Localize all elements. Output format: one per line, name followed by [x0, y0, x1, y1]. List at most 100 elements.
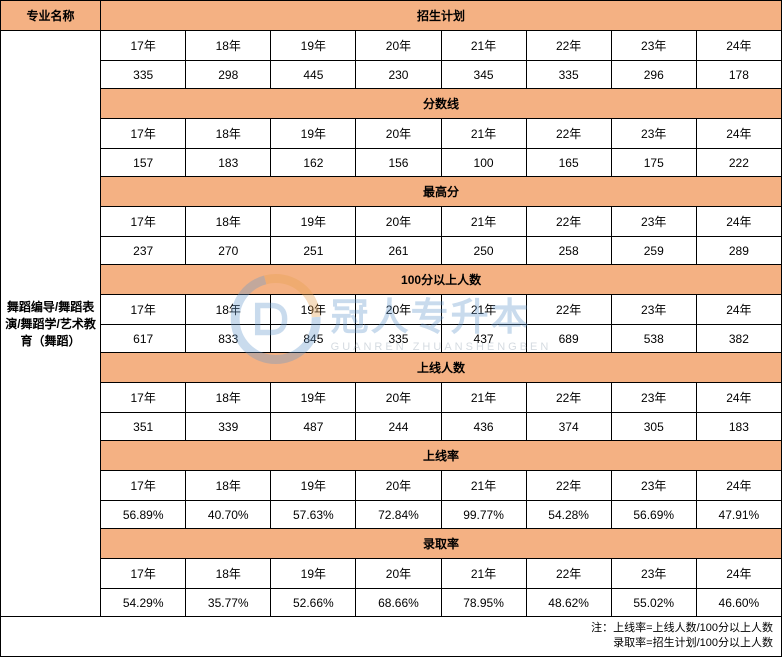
year-cell: 21年	[441, 119, 526, 149]
value-cell: 222	[696, 149, 781, 177]
value-cell: 57.63%	[271, 501, 356, 529]
year-cell: 20年	[356, 559, 441, 589]
year-cell: 19年	[271, 295, 356, 325]
value-cell: 55.02%	[611, 589, 696, 617]
value-cell: 259	[611, 237, 696, 265]
year-cell: 22年	[526, 383, 611, 413]
value-cell: 436	[441, 413, 526, 441]
year-cell: 17年	[101, 207, 186, 237]
section-header: 招生计划	[101, 1, 782, 31]
value-cell: 56.69%	[611, 501, 696, 529]
value-cell: 617	[101, 325, 186, 353]
value-cell: 833	[186, 325, 271, 353]
year-cell: 17年	[101, 559, 186, 589]
section-header: 上线率	[101, 441, 782, 471]
year-cell: 24年	[696, 295, 781, 325]
value-cell: 445	[271, 61, 356, 89]
section-header: 100分以上人数	[101, 265, 782, 295]
value-cell: 78.95%	[441, 589, 526, 617]
year-cell: 18年	[186, 119, 271, 149]
year-cell: 22年	[526, 207, 611, 237]
value-cell: 47.91%	[696, 501, 781, 529]
year-cell: 23年	[611, 383, 696, 413]
year-cell: 20年	[356, 383, 441, 413]
value-cell: 54.29%	[101, 589, 186, 617]
year-cell: 18年	[186, 295, 271, 325]
year-cell: 23年	[611, 559, 696, 589]
year-cell: 24年	[696, 31, 781, 61]
value-cell: 335	[526, 61, 611, 89]
value-cell: 178	[696, 61, 781, 89]
year-cell: 21年	[441, 559, 526, 589]
value-cell: 250	[441, 237, 526, 265]
value-cell: 72.84%	[356, 501, 441, 529]
year-cell: 17年	[101, 383, 186, 413]
year-cell: 19年	[271, 207, 356, 237]
value-cell: 305	[611, 413, 696, 441]
year-cell: 22年	[526, 471, 611, 501]
year-cell: 17年	[101, 119, 186, 149]
major-value: 舞蹈编导/舞蹈表演/舞蹈学/艺术教育（舞蹈）	[1, 31, 101, 617]
year-cell: 22年	[526, 31, 611, 61]
section-header: 分数线	[101, 89, 782, 119]
value-cell: 35.77%	[186, 589, 271, 617]
value-cell: 244	[356, 413, 441, 441]
year-cell: 23年	[611, 119, 696, 149]
value-cell: 339	[186, 413, 271, 441]
year-cell: 23年	[611, 207, 696, 237]
value-cell: 538	[611, 325, 696, 353]
major-name-header: 专业名称	[1, 1, 101, 31]
year-cell: 18年	[186, 471, 271, 501]
year-cell: 20年	[356, 207, 441, 237]
value-cell: 48.62%	[526, 589, 611, 617]
year-cell: 20年	[356, 119, 441, 149]
year-cell: 19年	[271, 31, 356, 61]
year-cell: 21年	[441, 207, 526, 237]
year-cell: 18年	[186, 383, 271, 413]
year-cell: 21年	[441, 383, 526, 413]
value-cell: 157	[101, 149, 186, 177]
year-cell: 24年	[696, 559, 781, 589]
value-cell: 487	[271, 413, 356, 441]
year-cell: 22年	[526, 559, 611, 589]
value-cell: 382	[696, 325, 781, 353]
value-cell: 335	[101, 61, 186, 89]
year-cell: 23年	[611, 295, 696, 325]
value-cell: 845	[271, 325, 356, 353]
value-cell: 251	[271, 237, 356, 265]
section-header: 上线人数	[101, 353, 782, 383]
value-cell: 258	[526, 237, 611, 265]
year-cell: 18年	[186, 207, 271, 237]
table-container: 冠人专升本 GUANREN ZHUANSHENGBEN 专业名称招生计划舞蹈编导…	[0, 0, 782, 657]
year-cell: 20年	[356, 471, 441, 501]
value-cell: 345	[441, 61, 526, 89]
value-cell: 237	[101, 237, 186, 265]
year-cell: 19年	[271, 383, 356, 413]
value-cell: 46.60%	[696, 589, 781, 617]
value-cell: 99.77%	[441, 501, 526, 529]
year-cell: 18年	[186, 559, 271, 589]
value-cell: 298	[186, 61, 271, 89]
year-cell: 20年	[356, 31, 441, 61]
value-cell: 175	[611, 149, 696, 177]
year-cell: 22年	[526, 119, 611, 149]
year-cell: 24年	[696, 119, 781, 149]
year-cell: 17年	[101, 295, 186, 325]
year-cell: 21年	[441, 31, 526, 61]
year-cell: 20年	[356, 295, 441, 325]
value-cell: 183	[696, 413, 781, 441]
value-cell: 351	[101, 413, 186, 441]
value-cell: 156	[356, 149, 441, 177]
year-cell: 24年	[696, 383, 781, 413]
value-cell: 437	[441, 325, 526, 353]
year-cell: 19年	[271, 119, 356, 149]
value-cell: 162	[271, 149, 356, 177]
value-cell: 270	[186, 237, 271, 265]
value-cell: 165	[526, 149, 611, 177]
year-cell: 17年	[101, 31, 186, 61]
section-header: 最高分	[101, 177, 782, 207]
value-cell: 100	[441, 149, 526, 177]
year-cell: 18年	[186, 31, 271, 61]
year-cell: 24年	[696, 207, 781, 237]
value-cell: 289	[696, 237, 781, 265]
